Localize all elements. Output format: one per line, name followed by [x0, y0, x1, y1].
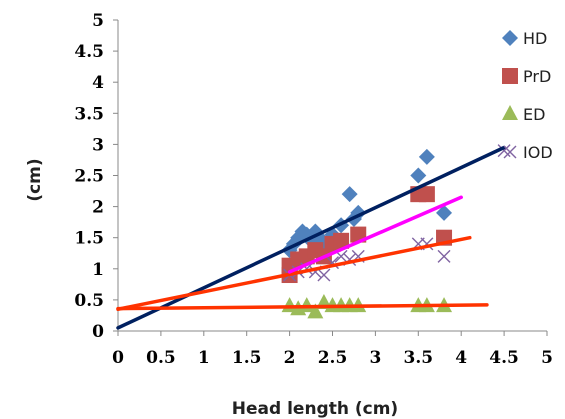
x-tick-label: 3: [369, 348, 381, 368]
legend-hd-marker: [502, 30, 518, 46]
x-stroke: [497, 144, 511, 158]
y-tick-label: 3: [92, 135, 104, 155]
legend-iod-label: IOD: [523, 143, 553, 162]
x-tick-label: 3.5: [404, 348, 434, 368]
iod-point: [437, 249, 451, 263]
legend-ed-marker: [502, 105, 518, 120]
x-tick-label: 0: [112, 348, 124, 368]
legend: HD PrD ED IOD: [502, 29, 553, 162]
trend-lines: [116, 145, 506, 330]
x-tick-label: 0.5: [146, 348, 176, 368]
x-stroke: [503, 145, 517, 159]
ed-point: [307, 303, 324, 319]
ed-trend-line: [116, 303, 489, 311]
legend-ed-label: ED: [523, 105, 545, 124]
x-tick-label: 1.5: [232, 348, 262, 368]
x-stroke: [317, 268, 331, 282]
x-stroke: [437, 249, 451, 263]
y-tick-labels: 0 0.5 1 1.5 2 2.5 3 3.5 4 4.5 5: [74, 11, 104, 342]
hd-point: [436, 204, 453, 221]
x-tick-label: 2: [284, 348, 296, 368]
x-tick-label: 1: [198, 348, 210, 368]
legend-prd-marker: [502, 68, 518, 84]
x-stroke: [334, 249, 348, 263]
y-tick-label: 4.5: [74, 42, 104, 62]
y-tick-label: 2: [92, 198, 104, 218]
prd-trend-line: [116, 235, 472, 311]
prd-point: [333, 232, 350, 249]
y-tick-label: 3.5: [74, 104, 104, 124]
legend-iod-marker: [503, 145, 517, 159]
prd-point: [418, 186, 435, 203]
x-tick-labels: 0 0.5 1 1.5 2 2.5 3 3.5 4 4.5 5: [112, 348, 553, 368]
axes: [113, 19, 548, 336]
y-tick-label: 1: [92, 260, 104, 280]
y-tick-label: 1.5: [74, 229, 104, 249]
legend-prd-label: PrD: [523, 67, 551, 86]
y-tick-label: 2.5: [74, 167, 104, 187]
y-tick-label: 0.5: [74, 291, 104, 311]
legend-hd-label: HD: [523, 29, 547, 48]
data-markers: [281, 144, 511, 319]
y-tick-label: 4: [92, 73, 104, 93]
hd-point: [418, 148, 435, 165]
x-tick-label: 4.5: [489, 348, 519, 368]
x-tick-label: 2.5: [318, 348, 348, 368]
hd-point: [341, 186, 358, 203]
y-axis-label: (cm): [25, 158, 45, 201]
x-tick-label: 5: [541, 348, 553, 368]
y-tick-label: 5: [92, 11, 104, 31]
x-tick-label: 4: [455, 348, 467, 368]
iod-trend-line: [287, 195, 463, 274]
x-axis-label: Head length (cm): [232, 399, 398, 419]
hd-point: [410, 167, 427, 184]
iod-point: [317, 268, 331, 282]
y-tick-label: 0: [92, 322, 104, 342]
